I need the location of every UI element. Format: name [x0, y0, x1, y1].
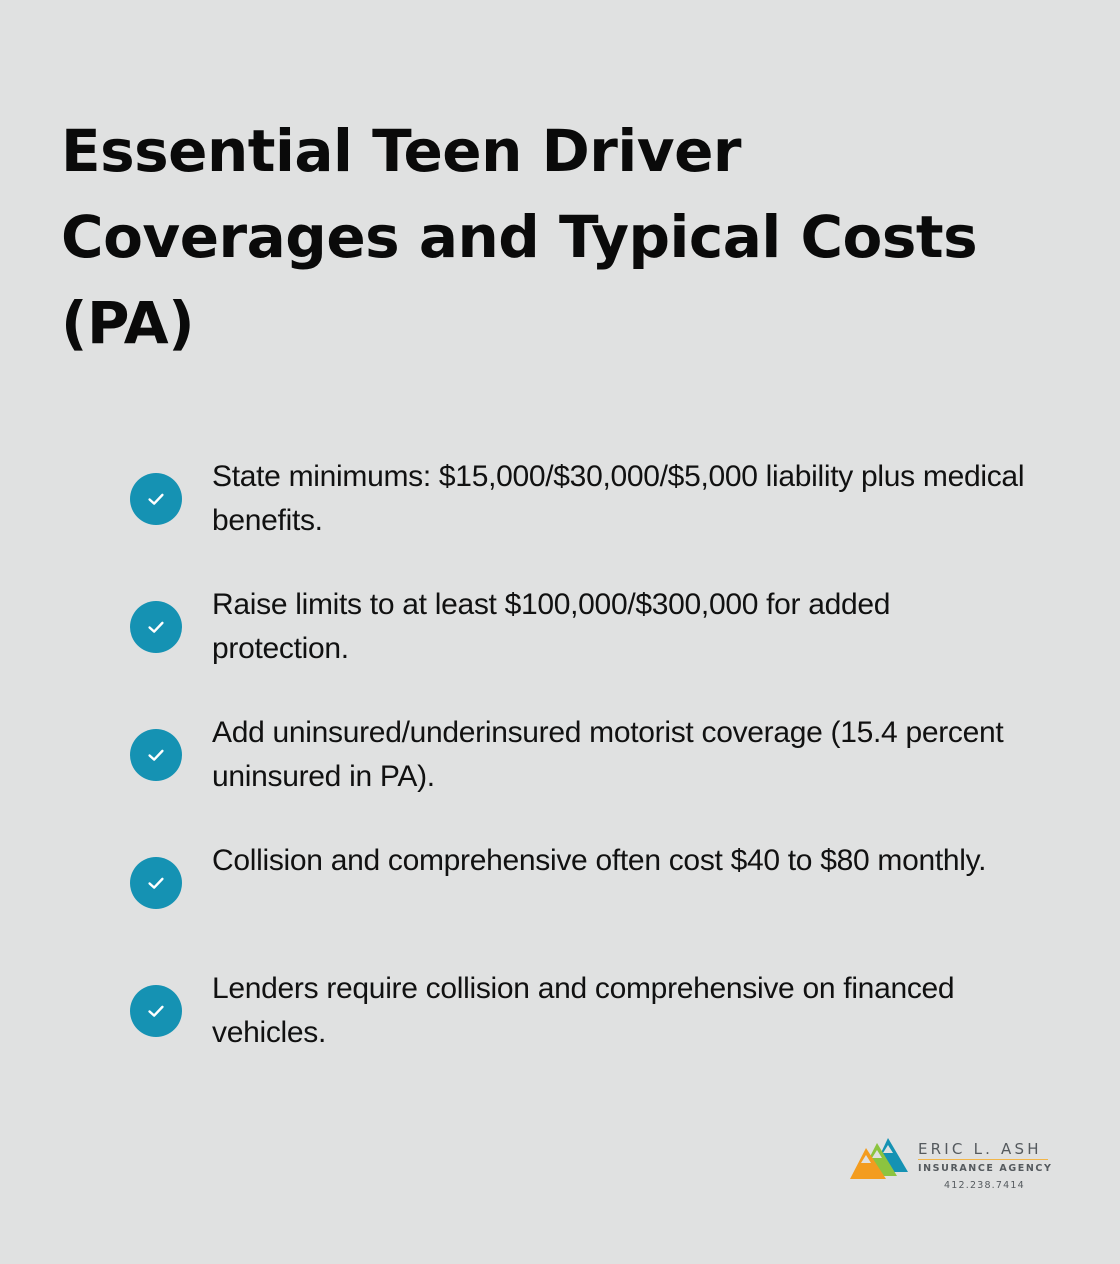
logo-subtitle: INSURANCE AGENCY	[918, 1163, 1053, 1174]
mountain-peaks-icon	[850, 1138, 908, 1179]
list-item-text: Lenders require collision and comprehens…	[212, 972, 955, 1049]
check-circle-icon	[130, 601, 182, 653]
list-item: Lenders require collision and comprehens…	[130, 967, 1030, 1095]
check-circle-icon	[130, 473, 182, 525]
list-item: Add uninsured/underinsured motorist cove…	[130, 711, 1030, 839]
check-circle-icon	[130, 857, 182, 909]
check-circle-icon	[130, 729, 182, 781]
coverage-list: State minimums: $15,000/$30,000/$5,000 l…	[130, 455, 1030, 1095]
check-circle-icon	[130, 985, 182, 1037]
list-item-text: Add uninsured/underinsured motorist cove…	[212, 716, 1004, 793]
page-title: Essential Teen Driver Coverages and Typi…	[61, 117, 978, 357]
logo-name: ERIC L. ASH	[918, 1140, 1042, 1158]
list-item: Raise limits to at least $100,000/$300,0…	[130, 583, 1030, 711]
list-item-text: Collision and comprehensive often cost $…	[212, 844, 987, 877]
list-item-text: Raise limits to at least $100,000/$300,0…	[212, 588, 891, 665]
list-item-text: State minimums: $15,000/$30,000/$5,000 l…	[212, 460, 1025, 537]
list-item: Collision and comprehensive often cost $…	[130, 839, 1030, 967]
agency-logo: ERIC L. ASH INSURANCE AGENCY 412.238.741…	[850, 1136, 1060, 1196]
list-item: State minimums: $15,000/$30,000/$5,000 l…	[130, 455, 1030, 583]
logo-divider	[918, 1159, 1048, 1160]
logo-phone: 412.238.7414	[944, 1180, 1025, 1191]
